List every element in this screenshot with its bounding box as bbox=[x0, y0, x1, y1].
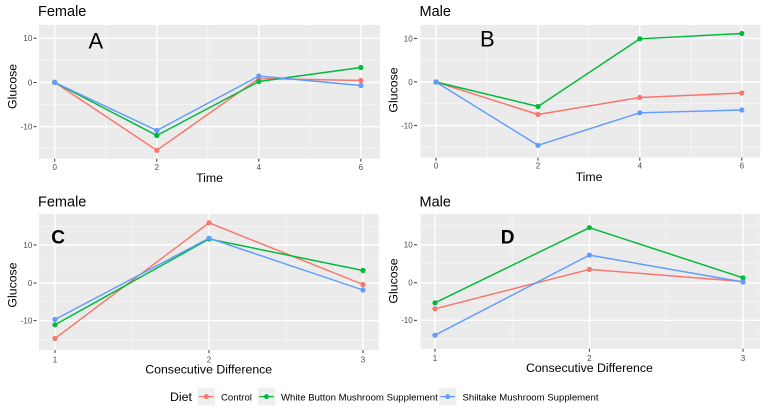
svg-text:Time: Time bbox=[196, 171, 223, 185]
svg-text:-10: -10 bbox=[401, 316, 413, 325]
svg-text:3: 3 bbox=[361, 355, 366, 364]
svg-text:2: 2 bbox=[207, 355, 212, 364]
svg-text:Consecutive Difference: Consecutive Difference bbox=[526, 361, 653, 375]
svg-text:0: 0 bbox=[52, 163, 57, 172]
svg-text:6: 6 bbox=[359, 163, 364, 172]
svg-text:2: 2 bbox=[536, 162, 541, 171]
svg-text:10: 10 bbox=[23, 34, 32, 43]
svg-text:1: 1 bbox=[433, 354, 438, 363]
svg-text:0: 0 bbox=[28, 279, 33, 288]
svg-text:4: 4 bbox=[638, 162, 643, 171]
svg-text:-10: -10 bbox=[21, 123, 33, 132]
svg-text:10: 10 bbox=[404, 34, 413, 43]
svg-text:Diet: Diet bbox=[170, 390, 192, 404]
svg-text:2: 2 bbox=[155, 163, 160, 172]
svg-text:0: 0 bbox=[408, 78, 413, 87]
svg-text:-10: -10 bbox=[21, 317, 33, 326]
svg-text:B: B bbox=[480, 27, 495, 52]
svg-text:10: 10 bbox=[23, 241, 32, 250]
svg-text:Male: Male bbox=[420, 194, 451, 210]
svg-text:A: A bbox=[89, 29, 104, 54]
svg-text:Male: Male bbox=[420, 4, 451, 20]
svg-text:C: C bbox=[51, 228, 65, 249]
svg-text:Consecutive Difference: Consecutive Difference bbox=[145, 363, 272, 377]
svg-text:Glucose: Glucose bbox=[386, 258, 400, 303]
svg-text:6: 6 bbox=[740, 162, 745, 171]
svg-text:White Button Mushroom Suppleme: White Button Mushroom Supplement bbox=[281, 393, 438, 404]
svg-text:3: 3 bbox=[741, 354, 746, 363]
svg-text:0: 0 bbox=[434, 162, 439, 171]
svg-text:Glucose: Glucose bbox=[5, 64, 19, 109]
svg-text:Control: Control bbox=[221, 393, 252, 404]
svg-text:Glucose: Glucose bbox=[5, 262, 19, 307]
svg-text:Time: Time bbox=[576, 170, 603, 184]
svg-text:Female: Female bbox=[38, 194, 86, 210]
svg-text:Shiitake Mushroom Supplement: Shiitake Mushroom Supplement bbox=[463, 393, 599, 404]
svg-text:Female: Female bbox=[38, 4, 86, 20]
svg-text:0: 0 bbox=[408, 279, 413, 288]
svg-text:-10: -10 bbox=[401, 121, 413, 130]
svg-text:2: 2 bbox=[587, 354, 592, 363]
svg-text:4: 4 bbox=[257, 163, 262, 172]
svg-text:10: 10 bbox=[404, 241, 413, 250]
svg-text:1: 1 bbox=[53, 355, 58, 364]
svg-text:0: 0 bbox=[28, 78, 33, 87]
svg-text:Glucose: Glucose bbox=[386, 67, 400, 112]
svg-text:D: D bbox=[501, 228, 515, 249]
